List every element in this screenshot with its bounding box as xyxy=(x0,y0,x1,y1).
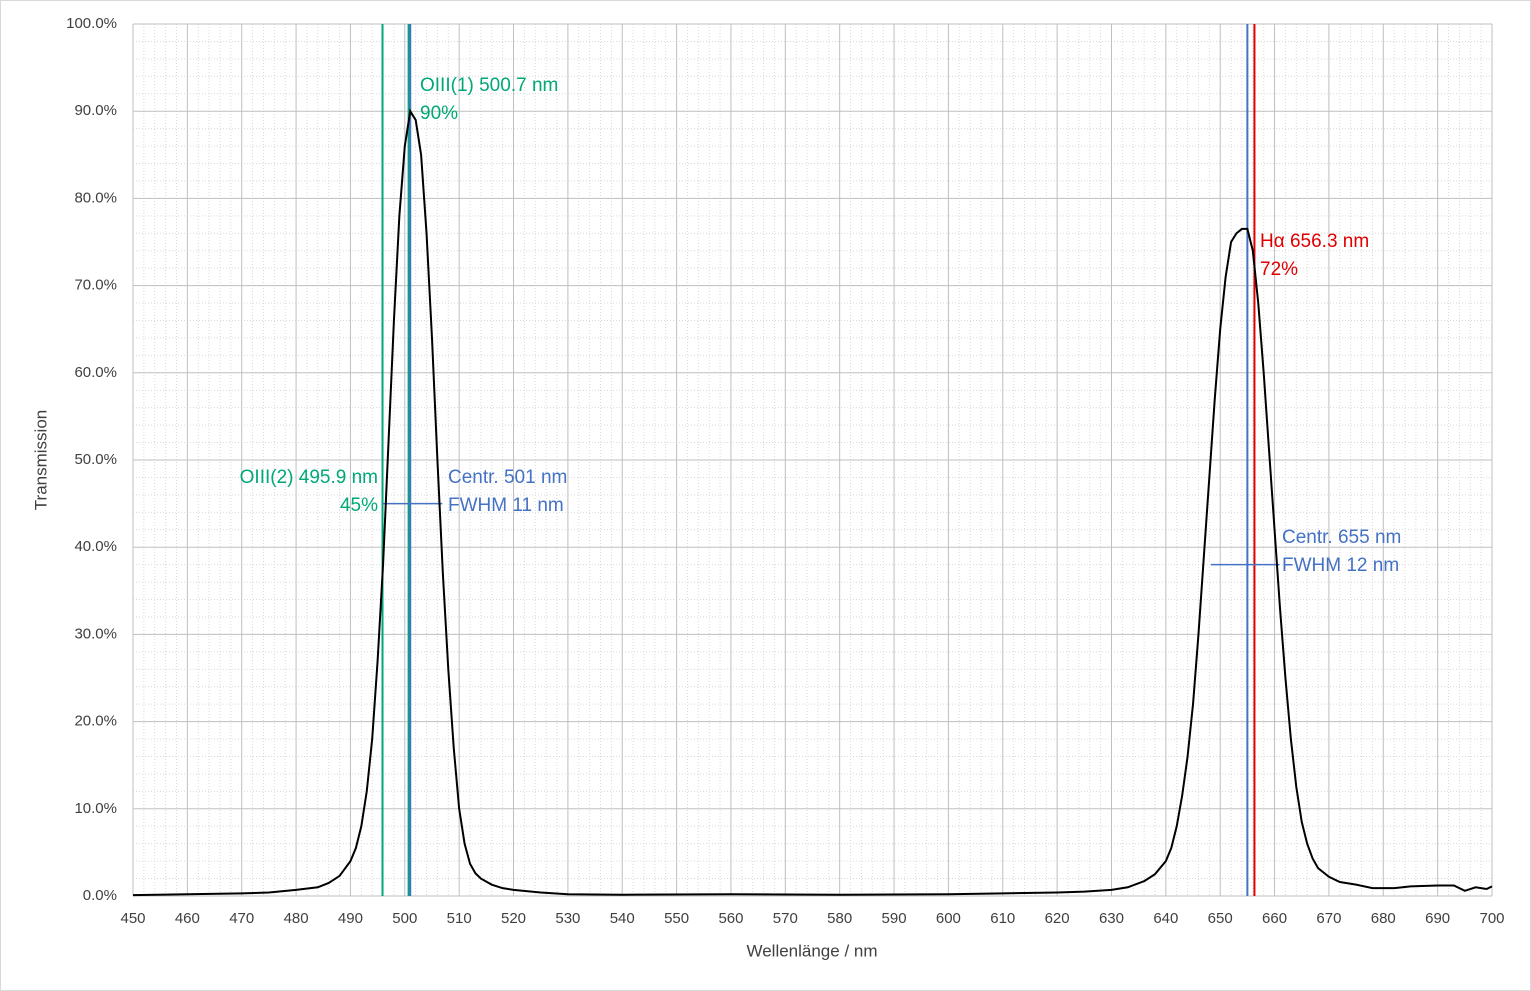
x-tick-label: 510 xyxy=(447,910,472,927)
x-tick-label: 640 xyxy=(1153,910,1178,927)
x-tick-label: 460 xyxy=(175,910,200,927)
x-tick-label: 470 xyxy=(229,910,254,927)
x-tick-label: 660 xyxy=(1262,910,1287,927)
line-series xyxy=(132,108,1493,897)
x-axis-label: Wellenlänge / nm xyxy=(746,941,877,960)
y-tick-label: 50.0% xyxy=(74,451,117,468)
x-tick-label: 520 xyxy=(501,910,526,927)
annotation: FWHM 12 nm xyxy=(1282,555,1399,576)
x-tick-label: 680 xyxy=(1371,910,1396,927)
x-tick-label: 600 xyxy=(936,910,961,927)
x-tick-label: 480 xyxy=(284,910,309,927)
y-tick-label: 60.0% xyxy=(74,364,117,381)
y-axis-label: Transmission xyxy=(31,410,50,510)
x-tick-label: 620 xyxy=(1045,910,1070,927)
annotation: Hα 656.3 nm xyxy=(1260,231,1369,252)
annotation: FWHM 11 nm xyxy=(448,495,564,516)
annotation: OIII(1) 500.7 nm xyxy=(420,75,558,96)
x-tick-label: 670 xyxy=(1316,910,1341,927)
y-tick-label: 30.0% xyxy=(74,625,117,642)
x-tick-label: 490 xyxy=(338,910,363,927)
y-tick-label: 40.0% xyxy=(74,538,117,555)
x-tick-label: 650 xyxy=(1208,910,1233,927)
x-tick-label: 570 xyxy=(773,910,798,927)
x-tick-label: 450 xyxy=(120,910,145,927)
x-tick-label: 530 xyxy=(555,910,580,927)
y-tick-label: 80.0% xyxy=(74,189,117,206)
annotation: 72% xyxy=(1260,259,1298,280)
x-tick-label: 550 xyxy=(664,910,689,927)
x-tick-label: 560 xyxy=(718,910,743,927)
annotation: Centr. 501 nm xyxy=(448,467,567,488)
y-tick-label: 100.0% xyxy=(66,15,117,32)
x-tick-label: 580 xyxy=(827,910,852,927)
x-tick-label: 500 xyxy=(392,910,417,927)
y-tick-label: 70.0% xyxy=(74,277,117,294)
annotation: Centr. 655 nm xyxy=(1282,527,1401,548)
y-tick-label: 10.0% xyxy=(74,800,117,817)
x-tick-label: 590 xyxy=(882,910,907,927)
annotation: 90% xyxy=(420,103,458,124)
x-tick-label: 610 xyxy=(990,910,1015,927)
annotation: 45% xyxy=(340,495,378,516)
x-tick-label: 540 xyxy=(610,910,635,927)
y-tick-label: 0.0% xyxy=(83,887,117,904)
x-tick-label: 630 xyxy=(1099,910,1124,927)
x-tick-label: 690 xyxy=(1425,910,1450,927)
y-tick-label: 20.0% xyxy=(74,713,117,730)
annotation: OIII(2) 495.9 nm xyxy=(240,467,378,488)
x-tick-label: 700 xyxy=(1479,910,1504,927)
y-tick-label: 90.0% xyxy=(74,102,117,119)
